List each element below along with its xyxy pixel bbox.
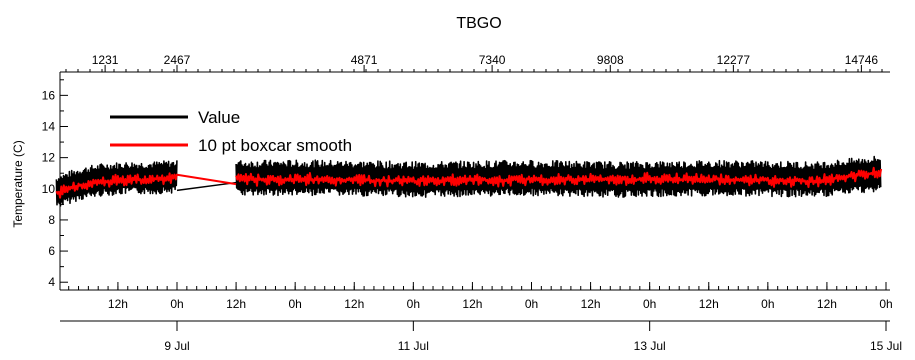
value-gap-connector	[176, 181, 237, 192]
legend: Value 10 pt boxcar smooth	[110, 108, 352, 155]
y-tick-label: 6	[48, 244, 55, 258]
y-tick-label: 8	[48, 213, 55, 227]
date-tick-label: 11 Jul	[398, 339, 429, 353]
bottom-tick-label: 0h	[288, 297, 301, 311]
bottom-tick-label: 0h	[407, 297, 420, 311]
smooth-trace-segment	[235, 166, 883, 188]
bottom-tick-label: 0h	[170, 297, 183, 311]
date-axis: 9 Jul 11 Jul 13 Jul 15 Jul	[60, 320, 902, 353]
bottom-tick-label: 0h	[761, 297, 774, 311]
plot-area	[55, 155, 883, 207]
bottom-tick-label: 12h	[581, 297, 601, 311]
date-tick-label: 13 Jul	[634, 339, 666, 353]
top-tick-label: 4871	[351, 53, 378, 67]
y-tick-label: 10	[42, 182, 56, 196]
y-axis-label: Temperature (C)	[11, 140, 25, 227]
chart-title: TBGO	[456, 15, 501, 32]
bottom-tick-label: 0h	[643, 297, 656, 311]
y-tick-label: 14	[42, 120, 56, 134]
date-tick-label: 9 Jul	[164, 339, 189, 353]
bottom-tick-label: 12h	[817, 297, 837, 311]
y-tick-label: 4	[48, 275, 55, 289]
top-tick-label: 9808	[597, 53, 624, 67]
bottom-tick-label: 12h	[108, 297, 128, 311]
y-axis: 4 6 8 10 12 14 16	[42, 72, 68, 290]
top-tick-label: 1231	[92, 53, 119, 67]
value-trace-segment	[55, 160, 178, 207]
bottom-tick-label: 12h	[699, 297, 719, 311]
top-axis: 12312467487173409808122771474616084	[60, 53, 890, 73]
series-smooth	[55, 166, 883, 199]
top-tick-label: 14746	[845, 53, 879, 67]
bottom-axis: 12h 0h 12h 0h 12h 0h 12h 0h 12h 0h 12h 0h 12h 0h	[60, 282, 893, 311]
bottom-tick-label: 12h	[462, 297, 482, 311]
y-tick-label: 12	[42, 151, 56, 165]
bottom-tick-label: 12h	[226, 297, 246, 311]
y-tick-label: 16	[42, 88, 56, 102]
top-tick-label: 2467	[164, 53, 191, 67]
date-tick-label: 15 Jul	[870, 339, 902, 353]
bottom-tick-label: 0h	[525, 297, 538, 311]
top-tick-label: 7340	[479, 53, 506, 67]
smooth-gap-connector	[176, 173, 237, 186]
legend-label-smooth: 10 pt boxcar smooth	[198, 136, 352, 155]
top-tick-label: 12277	[717, 53, 751, 67]
bottom-tick-label: 0h	[879, 297, 892, 311]
bottom-tick-label: 12h	[344, 297, 364, 311]
legend-label-value: Value	[198, 108, 240, 127]
smooth-trace-segment	[55, 172, 178, 199]
